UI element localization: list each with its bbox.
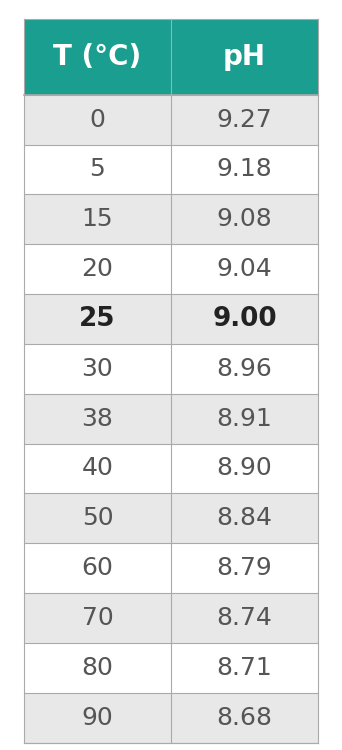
Text: 0: 0 — [90, 108, 105, 132]
Text: 15: 15 — [82, 207, 113, 231]
Text: 8.84: 8.84 — [216, 506, 273, 530]
Text: 40: 40 — [81, 457, 114, 481]
Text: 20: 20 — [81, 257, 114, 281]
Bar — [171, 643, 318, 693]
Bar — [171, 543, 318, 593]
Text: 8.74: 8.74 — [216, 606, 273, 630]
Text: 5: 5 — [90, 158, 105, 182]
Bar — [171, 443, 318, 494]
Text: T (°C): T (°C) — [53, 43, 142, 70]
Text: 9.08: 9.08 — [216, 207, 273, 231]
Bar — [171, 693, 318, 742]
Text: 38: 38 — [81, 406, 114, 430]
Text: 8.68: 8.68 — [216, 706, 273, 730]
Bar — [24, 394, 171, 443]
Bar — [171, 344, 318, 394]
Bar — [171, 194, 318, 244]
Bar — [171, 394, 318, 443]
Bar — [171, 19, 318, 94]
Text: pH: pH — [223, 43, 266, 70]
Text: 8.91: 8.91 — [216, 406, 273, 430]
Text: 9.18: 9.18 — [216, 158, 273, 182]
Bar — [24, 344, 171, 394]
Text: 80: 80 — [81, 656, 114, 680]
Text: 8.96: 8.96 — [216, 357, 273, 381]
Bar — [24, 593, 171, 643]
Text: 9.27: 9.27 — [216, 108, 273, 132]
Bar — [24, 94, 171, 145]
Text: 30: 30 — [82, 357, 113, 381]
Bar — [171, 294, 318, 344]
Text: 25: 25 — [79, 306, 116, 332]
Text: 60: 60 — [81, 556, 114, 580]
Text: 8.90: 8.90 — [216, 457, 273, 481]
Bar — [24, 643, 171, 693]
Bar — [24, 19, 171, 94]
Bar — [24, 693, 171, 742]
Text: 8.71: 8.71 — [216, 656, 273, 680]
Bar — [24, 443, 171, 494]
Bar — [171, 145, 318, 194]
Bar — [24, 145, 171, 194]
Bar — [171, 494, 318, 543]
Text: 9.00: 9.00 — [212, 306, 277, 332]
Bar — [171, 593, 318, 643]
Bar — [171, 244, 318, 294]
Bar — [171, 94, 318, 145]
Text: 70: 70 — [82, 606, 113, 630]
Bar — [24, 543, 171, 593]
Bar — [24, 244, 171, 294]
Bar — [24, 494, 171, 543]
Text: 50: 50 — [82, 506, 113, 530]
Text: 8.79: 8.79 — [216, 556, 273, 580]
Text: 9.04: 9.04 — [216, 257, 273, 281]
Bar — [24, 194, 171, 244]
Bar — [24, 294, 171, 344]
Text: 90: 90 — [82, 706, 113, 730]
